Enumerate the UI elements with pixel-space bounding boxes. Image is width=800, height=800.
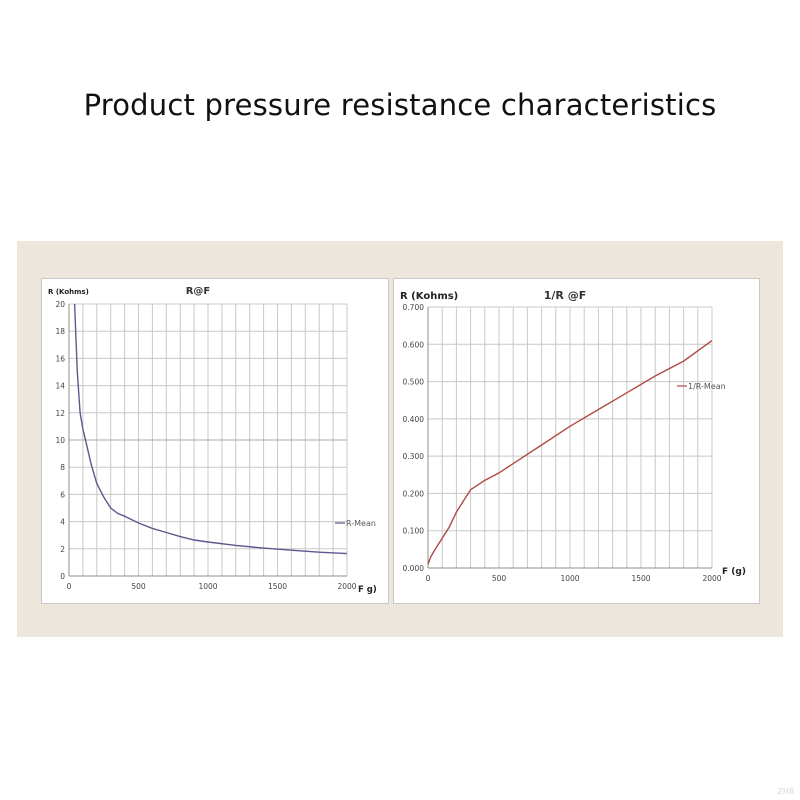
y-tick-label: 2 — [60, 545, 65, 554]
x-tick-label: 2000 — [702, 574, 721, 583]
x-tick-label: 1500 — [268, 582, 287, 591]
y-tick-label: 12 — [55, 409, 65, 418]
y-tick-label: 0.100 — [403, 527, 425, 536]
y-tick-label: 8 — [60, 463, 65, 472]
x-axis-label: F g) — [358, 585, 377, 595]
y-axis-label: R (Kohms) — [48, 288, 89, 296]
x-tick-label: 0 — [426, 574, 431, 583]
legend-entry: 1/R-Mean — [688, 382, 726, 391]
chart-inverse-r-at-f: 0.000 0.100 0.200 0.300 0.400 0.500 0.600 0.700… — [400, 289, 746, 583]
y-tick-label: 0.200 — [403, 489, 425, 498]
series-line — [73, 303, 348, 555]
y-tick-label: 4 — [60, 518, 65, 527]
y-tick-label: 0 — [60, 572, 65, 581]
x-tick-label: 500 — [492, 574, 507, 583]
y-tick-label: 0.000 — [403, 564, 425, 573]
chart-panel-inverse-r-at-f: 0.000 0.100 0.200 0.300 0.400 0.500 0.600 0.700… — [393, 278, 760, 604]
chart-title: 1/R @F — [544, 289, 587, 302]
chart-panel-r-at-f: 0 2 4 6 8 10 12 14 16 18 20 0 500 1000 1500 2000 R@F R (K… — [41, 278, 389, 604]
y-tick-label: 18 — [55, 327, 65, 336]
y-tick-label: 0.600 — [403, 340, 425, 349]
y-tick-label: 0.400 — [403, 415, 425, 424]
chart-r-at-f: 0 2 4 6 8 10 12 14 16 18 20 0 500 1000 1500 2000 R@F R (K… — [48, 286, 377, 595]
x-tick-label: 500 — [131, 582, 146, 591]
y-tick-label: 16 — [55, 354, 65, 363]
y-tick-label: 0.700 — [403, 303, 425, 312]
y-tick-label: 10 — [55, 436, 65, 445]
x-tick-label: 1000 — [198, 582, 217, 591]
y-tick-label: 0.300 — [403, 452, 425, 461]
y-tick-label: 0.500 — [403, 378, 425, 387]
x-axis-label: F (g) — [722, 567, 746, 577]
y-axis-label: R (Kohms) — [400, 291, 458, 302]
x-tick-label: 1500 — [631, 574, 650, 583]
chart-title: R@F — [186, 286, 211, 297]
watermark: ZH8 — [777, 787, 794, 796]
y-tick-label: 6 — [60, 490, 65, 499]
x-tick-label: 1000 — [560, 574, 579, 583]
page-title: Product pressure resistance characterist… — [83, 88, 717, 122]
legend-entry: R-Mean — [346, 519, 376, 528]
x-tick-label: 2000 — [337, 582, 356, 591]
y-tick-label: 20 — [55, 300, 65, 309]
y-tick-label: 14 — [55, 382, 65, 391]
series-line — [427, 340, 713, 565]
x-tick-label: 0 — [67, 582, 72, 591]
